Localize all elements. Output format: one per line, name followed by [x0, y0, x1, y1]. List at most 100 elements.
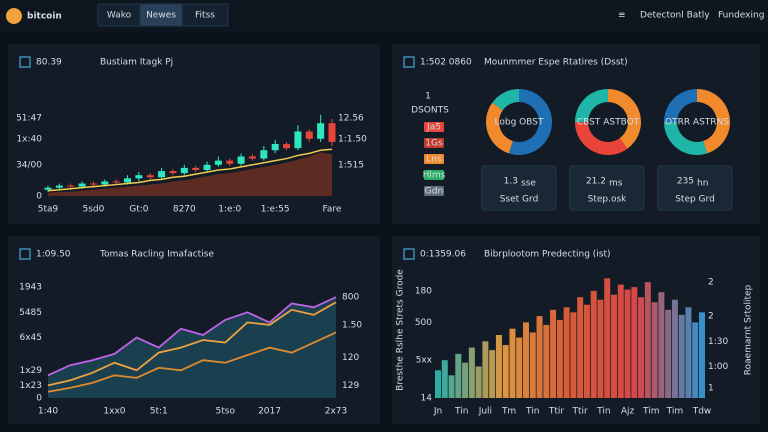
stat-label: Sset Grd	[500, 195, 539, 205]
x-tick-label: Ajz	[621, 407, 635, 417]
y-tick-label: 1x:40	[16, 134, 42, 144]
tab-label[interactable]: Wako	[107, 11, 132, 21]
candle-body	[294, 131, 302, 149]
bar	[441, 360, 448, 398]
candle-body	[67, 185, 75, 187]
y-tick-label: 180	[415, 286, 432, 296]
bar	[583, 304, 590, 398]
legend-label: Hlms	[423, 171, 446, 181]
stat-value: 235	[677, 177, 694, 187]
candle-body	[112, 181, 120, 183]
y-tick-label: 14	[421, 394, 433, 404]
x-tick-label: 5sd0	[83, 205, 105, 215]
donut-segment	[575, 89, 608, 122]
bar	[475, 366, 482, 398]
bar	[678, 314, 685, 398]
legend-swatch	[424, 122, 444, 132]
panel-subtitle: Mounmmer Espe Rtatires (Dsst)	[484, 58, 628, 68]
bar	[509, 328, 516, 398]
candle-body	[135, 175, 143, 179]
panel	[8, 44, 380, 224]
brand-logo	[6, 8, 22, 24]
donut-center: CBST ASTBOT	[577, 118, 640, 128]
bar	[671, 299, 678, 398]
candle-body	[180, 167, 188, 174]
panel-value: 1:502 0860	[420, 58, 472, 68]
tab[interactable]	[181, 3, 229, 27]
candle-body	[317, 123, 325, 139]
stat-value: 1.3	[504, 177, 518, 187]
stat-label: Step Grd	[675, 195, 715, 205]
menu-item[interactable]: Fundexing	[718, 11, 764, 21]
bar	[495, 335, 502, 398]
panel-icon	[403, 56, 415, 68]
legend-label: Lns	[426, 155, 442, 165]
candle-body	[248, 156, 256, 159]
x-tick-label: Tim	[666, 407, 684, 417]
x-tick-label: 8270	[173, 205, 196, 215]
panel-icon	[19, 56, 31, 68]
y2-tick-label: 1:515	[338, 160, 364, 170]
menu-item[interactable]: Detectonl Batly	[640, 11, 710, 21]
donut-segment	[492, 89, 519, 111]
legend-swatch	[424, 186, 444, 196]
stat-unit: sse	[521, 179, 536, 189]
panel-icon	[19, 248, 31, 260]
donut-segment	[508, 89, 552, 156]
y-tick-label: 34/00	[16, 160, 42, 170]
donut-center: Lobg OBST	[495, 118, 544, 128]
bar	[651, 302, 658, 398]
donut-segment	[575, 122, 628, 156]
bar	[448, 375, 455, 398]
candle-body	[237, 156, 245, 164]
menu-icon: ≡	[618, 11, 626, 21]
candle-body	[101, 181, 109, 185]
donut-segment	[608, 89, 641, 149]
y2-tick-label: 1:30	[708, 337, 728, 347]
bar	[665, 309, 672, 398]
candle-body	[146, 175, 154, 178]
bar	[638, 297, 645, 398]
donut-segment	[664, 122, 708, 156]
bar	[604, 278, 611, 398]
x-tick-label: 1:e:55	[261, 205, 290, 215]
moving-average	[47, 148, 333, 192]
bar	[611, 294, 617, 398]
x-tick-label: Tin	[596, 407, 610, 417]
candle-body	[169, 171, 177, 174]
y2-tick-label: 12.56	[338, 114, 364, 124]
tab-label[interactable]: Newes	[146, 11, 176, 21]
legend-swatch	[424, 154, 444, 164]
x-tick-label: 5tso	[216, 407, 236, 417]
x-tick-label: Fare	[323, 205, 342, 215]
trend-area	[48, 152, 332, 196]
panel-subtitle: Tomas Racling Imafactise	[99, 250, 214, 260]
x-tick-label: Tdw	[692, 407, 712, 417]
brand: bitcoin	[27, 12, 62, 22]
legend-swatch	[424, 170, 444, 180]
y-tick-label: 5xx	[416, 356, 433, 366]
candle-body	[192, 167, 200, 170]
bar	[516, 337, 523, 398]
candle-body	[124, 178, 132, 183]
x-tick-label: 5t:1	[150, 407, 168, 417]
stat-value: 21.2	[586, 177, 606, 187]
y-tick-label: 1943	[19, 283, 42, 293]
bar	[597, 299, 604, 398]
bar	[502, 345, 509, 398]
y-tick-label: 1x23	[19, 381, 42, 391]
series-area	[48, 297, 336, 398]
candle-body	[78, 183, 86, 187]
tab-label[interactable]: Fitss	[195, 11, 215, 21]
x-tick-label: Ttir	[548, 407, 565, 417]
bar	[489, 350, 496, 398]
x-tick-label: Jn	[433, 407, 442, 417]
side-note: Bresthe Rslhe Strets Grode	[396, 269, 406, 391]
candle-body	[260, 150, 268, 159]
y-tick-label: 51:47	[16, 114, 42, 124]
candle-body	[226, 160, 234, 164]
bar	[556, 319, 563, 398]
stat-card	[481, 165, 557, 211]
x-tick-label: 1:e:0	[218, 205, 241, 215]
